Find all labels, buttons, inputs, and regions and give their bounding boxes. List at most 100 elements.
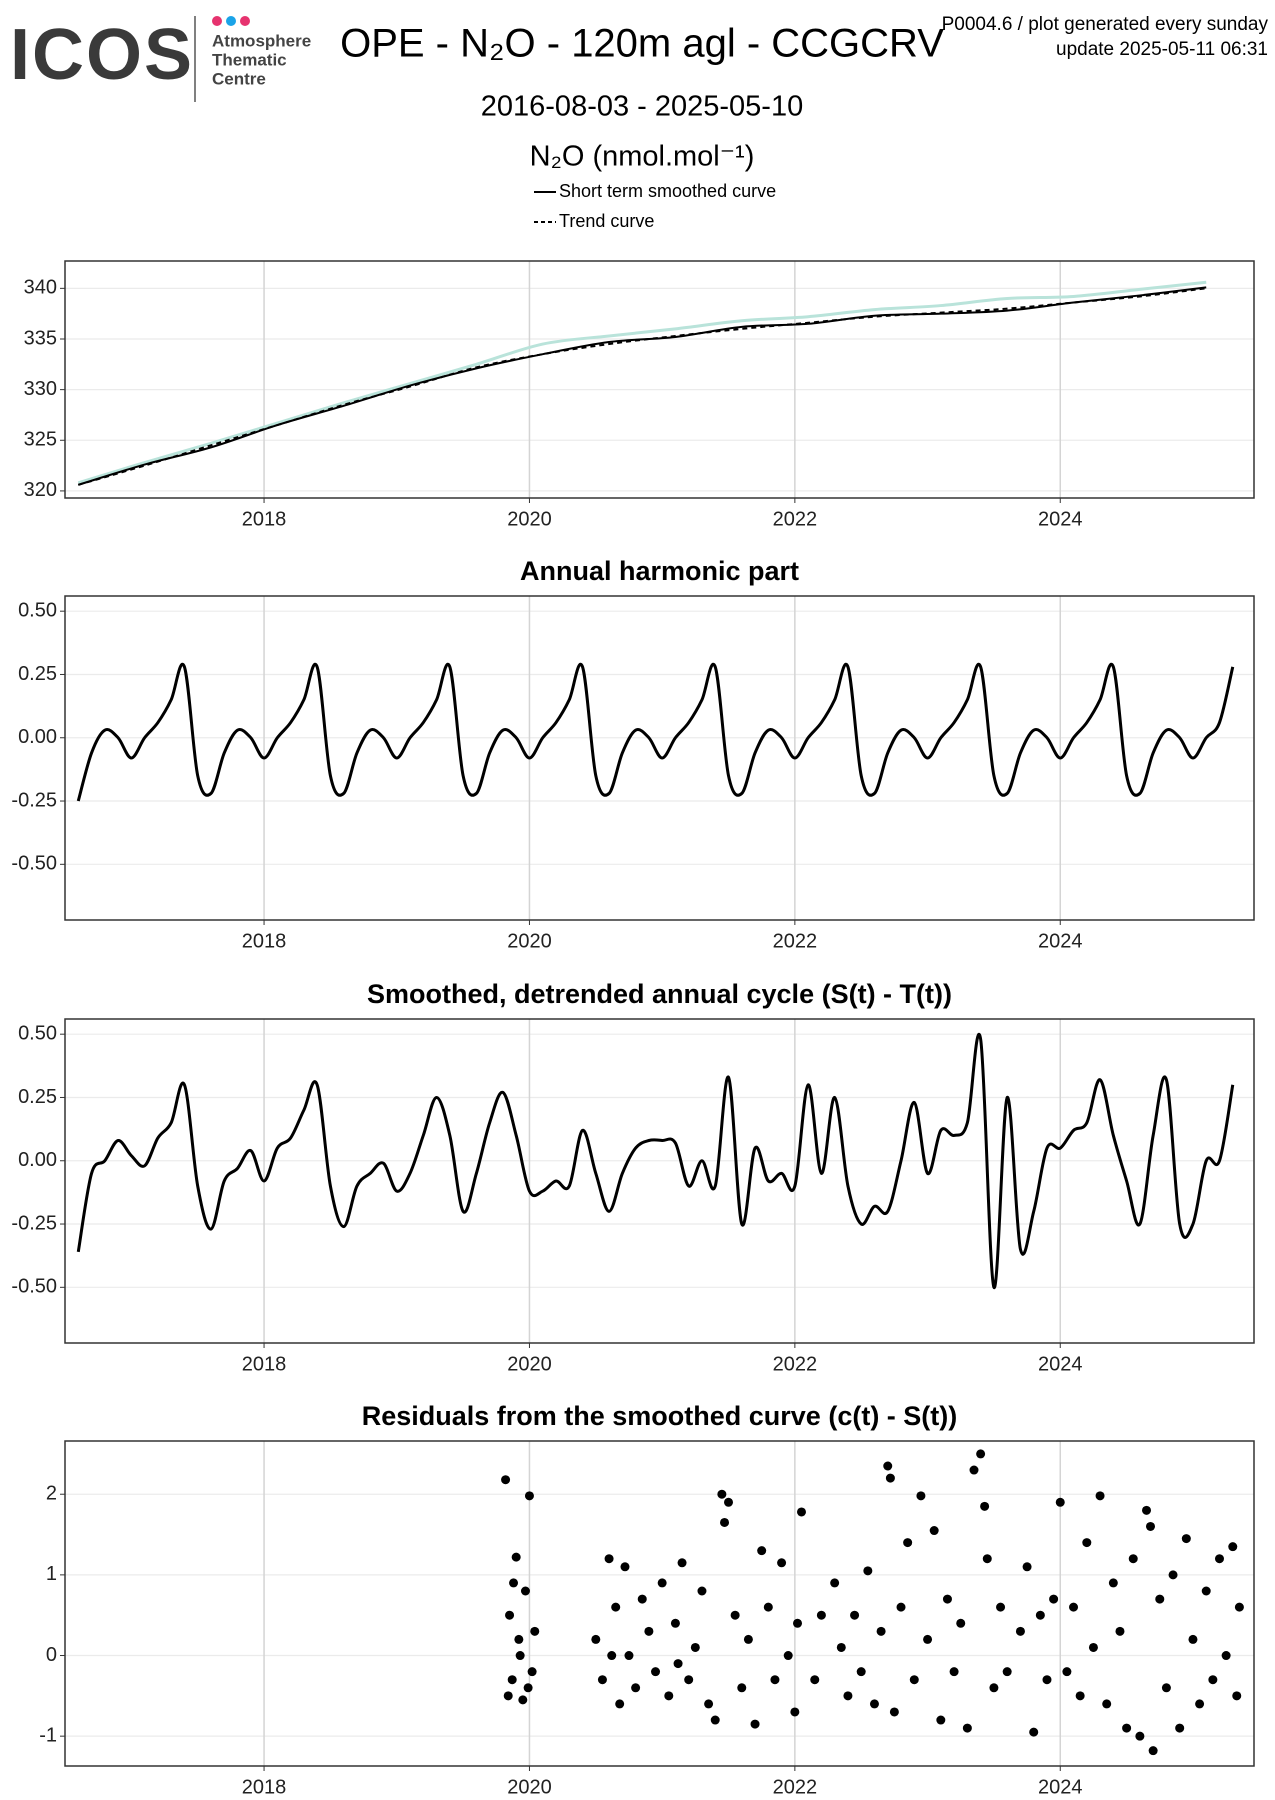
point	[1142, 1505, 1152, 1515]
point	[697, 1586, 707, 1596]
point	[763, 1602, 773, 1612]
point	[717, 1489, 727, 1499]
y-label: N₂O (nmol.mol⁻¹)	[530, 141, 755, 173]
point	[1088, 1642, 1098, 1652]
point	[777, 1558, 787, 1568]
title: OPE - N₂O - 120m agl - CCGCRV	[340, 22, 944, 66]
point	[710, 1715, 720, 1725]
point	[611, 1602, 621, 1612]
point	[830, 1578, 840, 1588]
point	[1208, 1675, 1218, 1685]
x-tick-label: 2018	[242, 1776, 287, 1798]
plot-border	[64, 1440, 1255, 1767]
series-line	[76, 662, 1235, 802]
point	[624, 1651, 634, 1661]
point	[597, 1675, 607, 1685]
point	[501, 1475, 511, 1485]
point	[1029, 1727, 1039, 1737]
point	[724, 1497, 734, 1507]
point	[1102, 1699, 1112, 1709]
point	[604, 1554, 614, 1564]
point	[1122, 1723, 1132, 1733]
point	[1181, 1534, 1191, 1544]
x-tick-label: 2020	[507, 930, 552, 952]
x-tick-label: 2022	[773, 1353, 818, 1375]
logo-text: Thematic	[212, 50, 287, 69]
series-line	[77, 280, 1207, 485]
point	[896, 1602, 906, 1612]
point	[810, 1675, 820, 1685]
point	[664, 1691, 674, 1701]
point	[1148, 1746, 1158, 1756]
point	[1234, 1602, 1244, 1612]
point	[1232, 1691, 1242, 1701]
point	[515, 1651, 525, 1661]
x-tick-label: 2024	[1038, 1353, 1083, 1375]
point	[503, 1691, 513, 1701]
point	[631, 1683, 641, 1693]
point	[505, 1610, 515, 1620]
point	[942, 1594, 952, 1604]
y-tick-label: -0.25	[11, 789, 57, 811]
point	[704, 1699, 714, 1709]
point	[591, 1634, 601, 1644]
x-tick-label: 2020	[507, 508, 552, 530]
legend-label: Short term smoothed curve	[559, 181, 776, 201]
logo-dot	[226, 16, 236, 26]
point	[783, 1651, 793, 1661]
point	[1042, 1675, 1052, 1685]
point	[730, 1610, 740, 1620]
point	[651, 1667, 661, 1677]
point	[750, 1719, 760, 1729]
point	[949, 1667, 959, 1677]
x-tick-label: 2018	[242, 1353, 287, 1375]
point	[1221, 1651, 1231, 1661]
x-tick-label: 2022	[773, 508, 818, 530]
point	[903, 1538, 913, 1548]
point	[976, 1449, 986, 1459]
y-tick-label: -1	[39, 1724, 57, 1746]
subtitle: 2016-08-03 - 2025-05-10	[481, 91, 803, 123]
point	[1062, 1667, 1072, 1677]
y-tick-label: 0.00	[18, 1149, 57, 1171]
point	[816, 1610, 826, 1620]
point	[982, 1554, 992, 1564]
point	[980, 1501, 990, 1511]
point	[929, 1526, 939, 1536]
y-tick-label: -0.25	[11, 1212, 57, 1234]
point	[790, 1707, 800, 1717]
point	[743, 1634, 753, 1644]
point	[770, 1675, 780, 1685]
point	[657, 1578, 667, 1588]
point	[1145, 1521, 1155, 1531]
point	[1069, 1602, 1079, 1612]
point	[1035, 1610, 1045, 1620]
logo-dot	[240, 16, 250, 26]
point	[876, 1626, 886, 1636]
point	[956, 1618, 966, 1628]
x-tick-label: 2020	[507, 1776, 552, 1798]
y-tick-label: 1	[46, 1563, 57, 1585]
point	[690, 1642, 700, 1652]
point	[989, 1683, 999, 1693]
point	[615, 1699, 625, 1709]
plot-border	[64, 1018, 1255, 1344]
point	[1115, 1626, 1125, 1636]
y-tick-label: -0.50	[11, 853, 57, 875]
legend-label: Trend curve	[559, 211, 654, 231]
x-tick-label: 2018	[242, 508, 287, 530]
note: P0004.6 / plot generated every sunday	[942, 14, 1269, 35]
plot-area	[65, 261, 1254, 498]
point	[916, 1491, 926, 1501]
point	[1195, 1699, 1205, 1709]
logo-dot	[212, 16, 222, 26]
point	[1075, 1691, 1085, 1701]
point	[507, 1675, 517, 1685]
panel-title: Annual harmonic part	[520, 556, 799, 586]
plot-area	[65, 1441, 1254, 1766]
point	[889, 1707, 899, 1717]
y-tick-label: 340	[24, 277, 57, 299]
y-tick-label: -0.50	[11, 1276, 57, 1298]
point	[1095, 1491, 1105, 1501]
plot-border	[64, 260, 1255, 499]
